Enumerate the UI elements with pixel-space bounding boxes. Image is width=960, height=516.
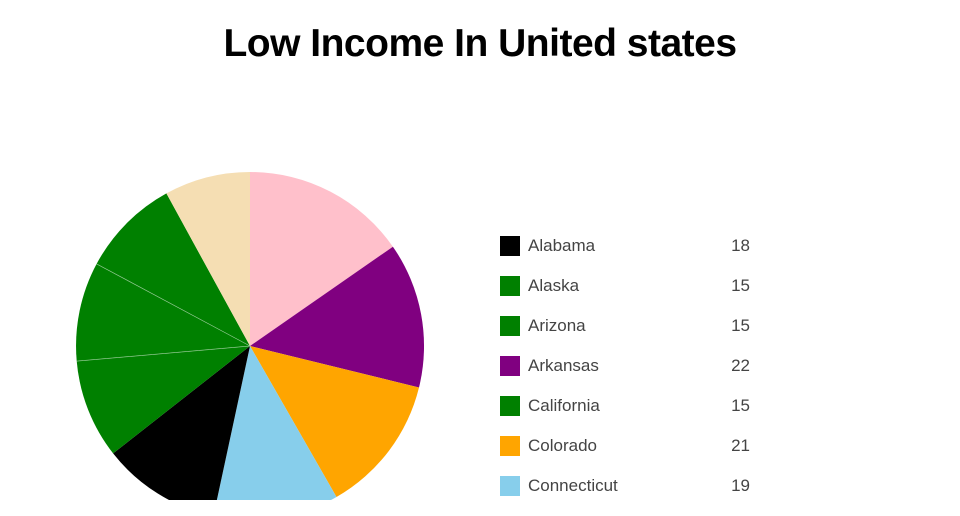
- legend-value: 22: [731, 356, 750, 375]
- legend-swatch: [500, 276, 520, 296]
- legend-label: Alaska: [528, 276, 580, 295]
- legend-value: 15: [731, 276, 750, 295]
- pie-slice-colorado[interactable]: [250, 346, 419, 497]
- legend-swatch: [500, 436, 520, 456]
- legend-label: Alabama: [528, 236, 596, 255]
- pie-slice-alabama[interactable]: [113, 346, 250, 500]
- legend-swatch: [500, 356, 520, 376]
- legend-label: Arkansas: [528, 356, 599, 375]
- legend-value: 19: [731, 476, 750, 495]
- pie-slice-arkansas[interactable]: [250, 246, 425, 388]
- legend-swatch: [500, 316, 520, 336]
- legend-value: 15: [731, 316, 750, 335]
- legend-swatch: [500, 396, 520, 416]
- legend: Alabama 18 Alaska 15 Arizona 15 Arkansas 22 Cali…: [500, 236, 750, 516]
- legend-item-colorado[interactable]: Colorado 21: [500, 436, 750, 456]
- legend-swatch: [500, 476, 520, 496]
- legend-value: 21: [731, 436, 750, 455]
- legend-label: Colorado: [528, 436, 597, 455]
- legend-label: Connecticut: [528, 476, 618, 495]
- slice-divider-line: [96, 263, 251, 347]
- pie-chart: [76, 172, 425, 500]
- pie-slice-arizona[interactable]: [76, 263, 250, 362]
- legend-item-arkansas[interactable]: Arkansas 22: [500, 356, 750, 376]
- legend-item-alabama[interactable]: Alabama 18: [500, 236, 750, 256]
- legend-item-california[interactable]: California 15: [500, 396, 750, 416]
- legend-item-connecticut[interactable]: Connecticut 19: [500, 476, 750, 496]
- legend-label: California: [528, 396, 600, 415]
- pie-slice-connecticut[interactable]: [213, 346, 337, 500]
- legend-item-alaska[interactable]: Alaska 15: [500, 276, 750, 296]
- pie-slice-unlabeled-0[interactable]: [250, 172, 393, 346]
- pie-slice-alaska[interactable]: [76, 346, 250, 454]
- slice-divider-line: [76, 345, 251, 362]
- legend-value: 15: [731, 396, 750, 415]
- legend-swatch: [500, 236, 520, 256]
- legend-value: 18: [731, 236, 750, 255]
- legend-item-arizona[interactable]: Arizona 15: [500, 316, 750, 336]
- pie-slice-unlabeled-8[interactable]: [166, 172, 250, 346]
- chart-title: Low Income In United states: [223, 22, 737, 65]
- pie-slice-california[interactable]: [96, 193, 250, 346]
- legend-label: Arizona: [528, 316, 586, 335]
